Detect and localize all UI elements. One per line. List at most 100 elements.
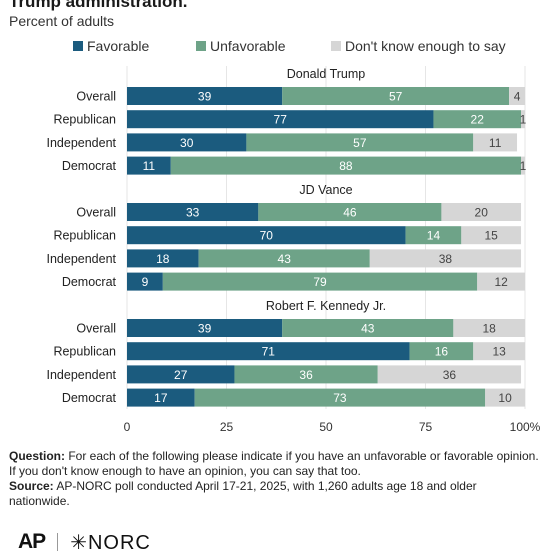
bar-segment (282, 87, 510, 105)
data-label: 18 (483, 322, 497, 336)
data-label: 22 (471, 113, 485, 127)
bar-segment (409, 342, 474, 361)
bar-segment (485, 388, 525, 407)
data-label: 33 (186, 206, 200, 220)
stacked-bar-chart: 0 25 50 75 100% Donald Trump Overall 39 57 4 Repub… (46, 66, 541, 434)
data-label: 27 (174, 368, 188, 382)
row-label: Overall (76, 206, 116, 220)
data-label: 77 (274, 113, 288, 127)
x-tick-label: 75 (419, 420, 433, 434)
bar-segment (127, 319, 283, 337)
bar-segment (477, 272, 525, 291)
legend-swatch-dont-know (331, 41, 341, 51)
data-label: 1 (520, 159, 527, 173)
bar-segment (127, 342, 410, 361)
bar-segment (234, 365, 378, 384)
bar-segment (441, 203, 522, 221)
data-label: 36 (299, 368, 313, 382)
data-label: 17 (154, 391, 168, 405)
bar-segment (127, 365, 235, 384)
legend-item-unfavorable: Unfavorable (196, 38, 286, 54)
footnotes: Question: For each of the following plea… (9, 449, 539, 509)
data-label: 43 (361, 322, 375, 336)
logos: AP ✳NORC (18, 530, 151, 554)
data-label: 10 (498, 391, 512, 405)
bar-segment (194, 388, 486, 407)
bar-segment (473, 133, 518, 152)
data-label: 39 (198, 322, 212, 336)
legend-label-favorable: Favorable (87, 38, 150, 54)
data-label: 88 (339, 159, 353, 173)
bar-segment (127, 226, 406, 245)
data-label: 18 (156, 252, 170, 266)
bar-segment (127, 388, 195, 407)
legend-swatch-favorable (73, 41, 83, 51)
row-label: Overall (76, 90, 116, 104)
bar-segment (127, 272, 163, 291)
bar-segment (521, 110, 525, 129)
bar-segment (170, 156, 522, 175)
bar-segment (521, 156, 525, 175)
legend-item-favorable: Favorable (73, 38, 149, 54)
row-label: Republican (53, 113, 116, 127)
x-tick-label: 25 (220, 420, 234, 434)
data-label: 11 (489, 136, 502, 150)
question-note: Question: For each of the following plea… (9, 449, 539, 479)
source-text: AP-NORC poll conducted April 17-21, 2025… (9, 479, 477, 508)
row-label: Democrat (62, 391, 117, 405)
legend-label-dont-know: Don't know enough to say (345, 38, 506, 54)
bar-segment (461, 226, 522, 245)
data-label: 4 (514, 90, 521, 104)
bar-segment (509, 87, 525, 105)
data-label: 36 (443, 368, 457, 382)
x-tick-label: 50 (319, 420, 333, 434)
data-label: 1 (520, 113, 527, 127)
legend: Favorable Unfavorable Don't know enough … (0, 38, 550, 58)
question-text: For each of the following please indicat… (9, 449, 539, 478)
row-label: Independent (46, 252, 116, 266)
data-label: 73 (333, 391, 347, 405)
data-label: 46 (343, 206, 357, 220)
data-label: 71 (262, 345, 276, 359)
source-label: Source: (9, 479, 54, 493)
data-label: 30 (180, 136, 194, 150)
data-label: 43 (278, 252, 292, 266)
bar-segment (162, 272, 478, 291)
bar-segment (369, 249, 522, 268)
data-label: 16 (435, 345, 449, 359)
data-label: 57 (353, 136, 367, 150)
bar-segment (127, 249, 199, 268)
data-label: 13 (492, 345, 506, 359)
bar-segment (127, 110, 434, 129)
row-label: Independent (46, 136, 116, 150)
x-tick-label: 0 (124, 420, 131, 434)
row-label: Independent (46, 368, 116, 382)
x-tick-label: 100% (510, 420, 541, 434)
row-label: Democrat (62, 159, 117, 173)
row-label: Overall (76, 322, 116, 336)
data-label: 79 (313, 275, 327, 289)
data-label: 20 (475, 206, 489, 220)
data-label: 70 (260, 229, 274, 243)
legend-swatch-unfavorable (196, 41, 206, 51)
bar-segment (127, 156, 171, 175)
chart-title: Trump administration. (9, 0, 188, 11)
row-label: Republican (53, 345, 116, 359)
data-label: 9 (142, 275, 149, 289)
bar-segment (453, 319, 525, 337)
bar-segment (246, 133, 474, 152)
bar-segment (282, 319, 454, 337)
norc-logo: ✳NORC (70, 531, 151, 554)
data-label: 14 (427, 229, 441, 243)
bar-segment (377, 365, 522, 384)
bar-segment (127, 133, 247, 152)
data-label: 12 (494, 275, 508, 289)
legend-item-dont-know: Don't know enough to say (331, 38, 506, 54)
bar-segment (127, 87, 283, 105)
data-label: 57 (389, 90, 403, 104)
group-title: Robert F. Kennedy Jr. (266, 299, 386, 313)
bar-segment (198, 249, 370, 268)
data-label: 15 (484, 229, 498, 243)
question-label: Question: (9, 449, 65, 463)
source-note: Source: AP-NORC poll conducted April 17-… (9, 479, 539, 509)
